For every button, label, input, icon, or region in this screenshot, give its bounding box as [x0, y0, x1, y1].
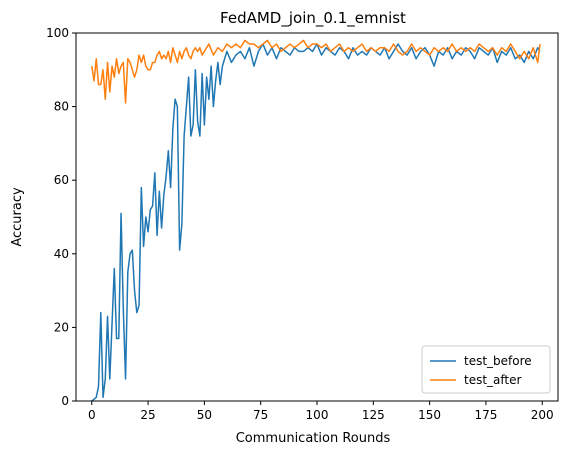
x-axis-title: Communication Rounds: [236, 431, 391, 446]
x-tick-label: 25: [140, 408, 155, 422]
x-tick-label: 100: [306, 408, 329, 422]
legend: test_before test_after: [421, 345, 551, 394]
chart-title: FedAMD_join_0.1_emnist: [220, 9, 406, 28]
series-line-test-after: [91, 39, 541, 104]
x-tick-label: 50: [197, 408, 212, 422]
legend-label: test_before: [464, 354, 532, 368]
y-tick-label: 80: [54, 100, 69, 114]
x-tick-label: 75: [253, 408, 268, 422]
x-tick-label: 150: [418, 408, 441, 422]
y-axis-title: Accuracy: [10, 187, 25, 247]
x-axis: 0 25 50 75 100 125 150 175 200: [88, 401, 554, 422]
x-tick-label: 175: [474, 408, 497, 422]
legend-box: [421, 345, 551, 394]
series-line-test-before: [91, 43, 541, 402]
y-tick-label: 60: [54, 173, 69, 187]
x-tick-label: 200: [531, 408, 554, 422]
y-axis: 0 20 40 60 80 100: [46, 26, 76, 408]
legend-label: test_after: [464, 373, 522, 387]
x-tick-label: 125: [362, 408, 385, 422]
y-tick-label: 40: [54, 247, 69, 261]
y-tick-label: 100: [46, 26, 69, 40]
y-tick-label: 20: [54, 320, 69, 334]
y-tick-label: 0: [61, 394, 69, 408]
x-tick-label: 0: [88, 408, 96, 422]
